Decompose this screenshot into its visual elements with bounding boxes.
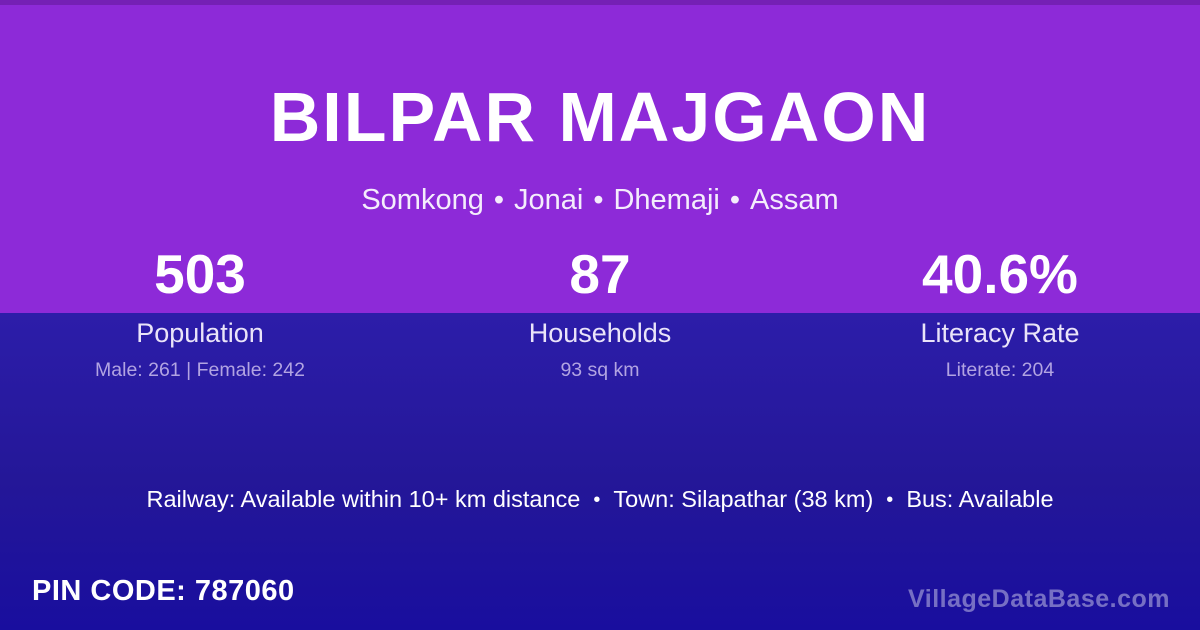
literacy-detail: Literate: 204 [945, 359, 1055, 381]
stat-households: 87 Households 93 sq km [400, 247, 800, 382]
location-breadcrumb: Somkong • Jonai • Dhemaji • Assam [0, 183, 1200, 218]
dot-separator: • [593, 184, 604, 216]
population-detail: Male: 261 | Female: 242 [95, 359, 305, 381]
dot-separator: • [886, 489, 894, 511]
site-watermark: VillageDataBase.com [908, 585, 1170, 613]
amenities-line: Railway: Available within 10+ km distanc… [0, 484, 1200, 515]
households-label: Households [528, 318, 672, 348]
breadcrumb-district: Dhemaji [613, 184, 720, 216]
literacy-label: Literacy Rate [920, 318, 1080, 348]
stat-literacy: 40.6% Literacy Rate Literate: 204 [800, 247, 1200, 382]
literacy-value: 40.6% [922, 243, 1078, 305]
breadcrumb-state: Assam [750, 184, 839, 216]
top-edge-shade [0, 0, 1200, 5]
households-detail: 93 sq km [560, 359, 640, 381]
stat-population: 503 Population Male: 261 | Female: 242 [0, 247, 400, 382]
dot-separator: • [729, 184, 741, 216]
households-value: 87 [569, 243, 631, 305]
dot-separator: • [593, 489, 601, 511]
population-value: 503 [154, 243, 246, 305]
bus-info: Bus: Available [906, 486, 1054, 512]
population-label: Population [136, 318, 264, 348]
railway-info: Railway: Available within 10+ km distanc… [146, 486, 581, 512]
village-title: BILPAR MAJGAON [269, 78, 931, 156]
breadcrumb-block: Somkong [361, 184, 484, 216]
pin-code: PIN CODE: 787060 [32, 575, 295, 607]
stats-row: 503 Population Male: 261 | Female: 242 8… [0, 247, 1200, 382]
breadcrumb-tehsil: Jonai [514, 184, 584, 216]
town-info: Town: Silapathar (38 km) [613, 486, 874, 512]
dot-separator: • [493, 184, 504, 216]
